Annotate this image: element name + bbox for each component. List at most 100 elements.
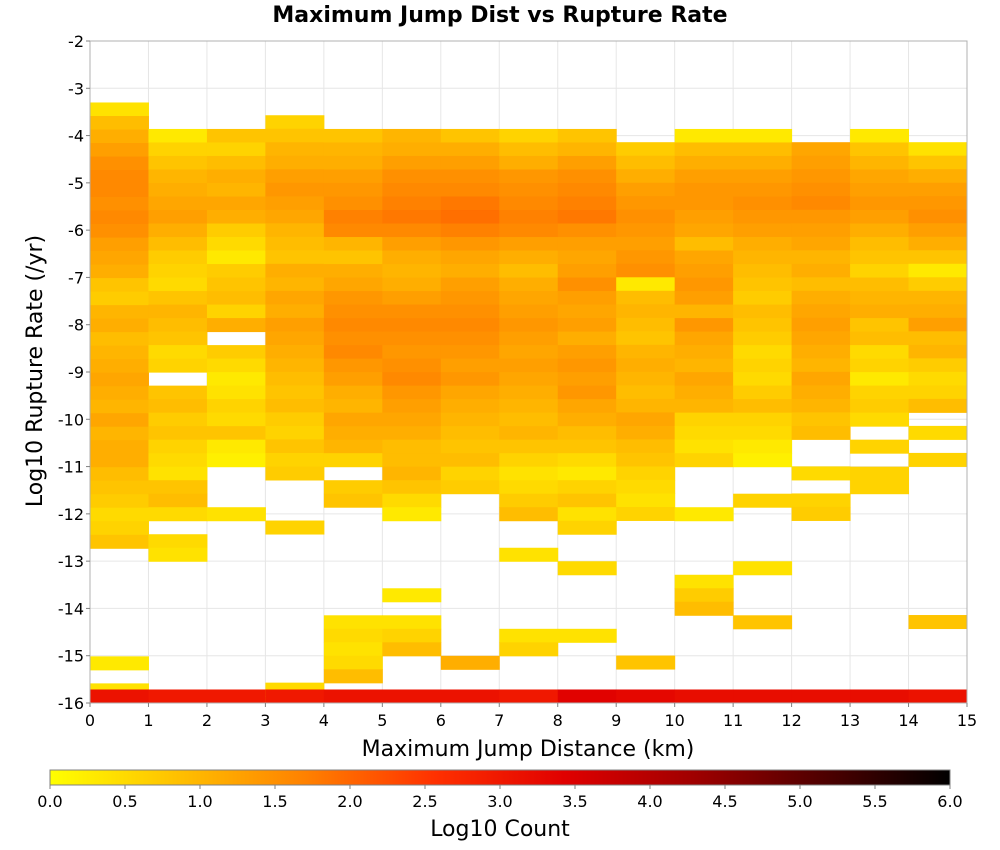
- y-tick-label: -7: [68, 268, 84, 287]
- heatmap-cell: [148, 318, 208, 333]
- heatmap-cell: [791, 493, 851, 508]
- heatmap-cell: [265, 412, 325, 427]
- heatmap-cell: [148, 385, 208, 400]
- heatmap-cell: [733, 128, 793, 143]
- heatmap-cell: [557, 520, 617, 535]
- heatmap-cell: [206, 412, 266, 427]
- x-tick-label: 4: [319, 711, 329, 730]
- heatmap-cell: [148, 291, 208, 306]
- heatmap-cell: [733, 439, 793, 454]
- heatmap-cell: [90, 224, 149, 239]
- heatmap-cell: [733, 250, 793, 265]
- heatmap-cell: [850, 412, 910, 427]
- heatmap-cell: [440, 412, 500, 427]
- heatmap-cell: [382, 439, 442, 454]
- heatmap-cell: [265, 142, 325, 157]
- heatmap-cell: [206, 223, 266, 238]
- heatmap-cell: [674, 345, 734, 360]
- heatmap-cell: [733, 493, 793, 508]
- heatmap-cell: [323, 237, 383, 252]
- heatmap-cell: [90, 305, 149, 320]
- heatmap-cell: [323, 689, 383, 704]
- heatmap-cell: [733, 155, 793, 170]
- heatmap-cell: [850, 466, 910, 481]
- heatmap-cell: [733, 304, 793, 319]
- heatmap-cell: [382, 372, 442, 387]
- heatmap-cell: [440, 318, 500, 333]
- x-tick-label: 6: [436, 711, 446, 730]
- x-tick-label: 7: [494, 711, 504, 730]
- heatmap-cell: [499, 182, 559, 197]
- x-tick-label: 14: [898, 711, 918, 730]
- heatmap-cell: [90, 318, 149, 333]
- heatmap-cell: [616, 155, 676, 170]
- heatmap-cell: [616, 290, 676, 305]
- heatmap-cell: [616, 358, 676, 373]
- colorbar-tick-label: 5.0: [787, 792, 812, 811]
- heatmap-cell: [206, 155, 266, 170]
- heatmap-cell: [323, 196, 383, 211]
- colorbar-tick-label: 0.0: [37, 792, 62, 811]
- colorbar-label: Log10 Count: [430, 817, 570, 842]
- x-tick-label: 2: [202, 711, 212, 730]
- heatmap-cell: [323, 345, 383, 360]
- heatmap-cell: [440, 480, 500, 495]
- heatmap-cell: [850, 358, 910, 373]
- heatmap-cell: [557, 237, 617, 252]
- y-axis-ticks: -16 -15 -14 -13 -12 -11 -10 -9 -8 -7 -6 -5 -4 -3 -2: [58, 32, 90, 713]
- colorbar-tick-label: 1.5: [262, 792, 287, 811]
- colorbar-tick-label: 2.0: [337, 792, 362, 811]
- heatmap-cell: [382, 304, 442, 319]
- heatmap-cell: [674, 128, 734, 143]
- heatmap-cell: [499, 331, 559, 346]
- heatmap-cell: [616, 250, 676, 265]
- heatmap-cell: [616, 439, 676, 454]
- heatmap-cell: [440, 169, 500, 184]
- heatmap-cell: [908, 317, 968, 332]
- heatmap-cell: [733, 223, 793, 238]
- heatmap-cell: [90, 467, 149, 482]
- heatmap-cell: [499, 466, 559, 481]
- heatmap-cell: [323, 628, 383, 643]
- heatmap-cell: [440, 358, 500, 373]
- heatmap-cell: [557, 182, 617, 197]
- heatmap-cell: [206, 250, 266, 265]
- heatmap-cell: [733, 385, 793, 400]
- heatmap-cell: [557, 169, 617, 184]
- heatmap-cell: [733, 237, 793, 252]
- heatmap-cell: [440, 210, 500, 225]
- heatmap-cell: [90, 129, 149, 144]
- heatmap-cell: [499, 628, 559, 643]
- heatmap-cell: [206, 358, 266, 373]
- heatmap-cell: [791, 223, 851, 238]
- heatmap-cell: [323, 385, 383, 400]
- heatmap-cell: [440, 304, 500, 319]
- heatmap-cell: [382, 615, 442, 630]
- heatmap-cell: [148, 169, 208, 184]
- heatmap-cell: [265, 155, 325, 170]
- heatmap-cell: [323, 439, 383, 454]
- heatmap-cell: [674, 250, 734, 265]
- heatmap-cell: [674, 223, 734, 238]
- heatmap-cell: [791, 385, 851, 400]
- heatmap-cell: [616, 479, 676, 494]
- x-tick-label: 12: [781, 711, 801, 730]
- heatmap-cell: [90, 656, 149, 671]
- x-tick-label: 15: [957, 711, 977, 730]
- heatmap-cell: [499, 169, 559, 184]
- heatmap-cell: [323, 453, 383, 468]
- heatmap-cell: [382, 345, 442, 360]
- heatmap-cell: [206, 399, 266, 414]
- heatmap-cell: [148, 507, 208, 522]
- heatmap-cell: [206, 345, 266, 360]
- heatmap-cell: [148, 196, 208, 211]
- heatmap-cell: [148, 453, 208, 468]
- heatmap-cell: [90, 291, 149, 306]
- heatmap-cell: [323, 642, 383, 657]
- heatmap-cell: [557, 142, 617, 157]
- heatmap-cell: [616, 344, 676, 359]
- heatmap-cell: [791, 236, 851, 251]
- heatmap-cell: [557, 358, 617, 373]
- heatmap-cell: [382, 223, 442, 238]
- heatmap-cell: [90, 359, 149, 374]
